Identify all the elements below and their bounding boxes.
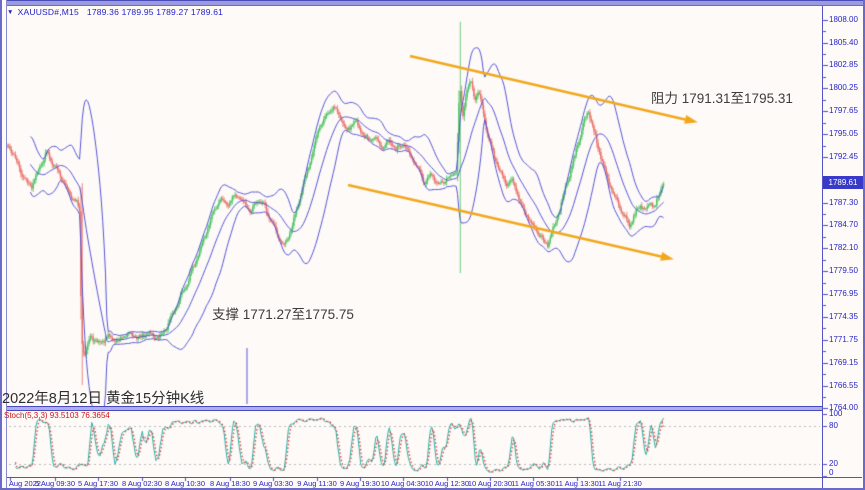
stochastic-label: Stoch(5,3,3) 93.5103 76.3654 xyxy=(4,411,110,420)
window-frame-top xyxy=(0,0,865,6)
chevron-down-icon[interactable]: ▼ xyxy=(7,9,14,16)
resistance-annotation: 阻力 1791.31至1795.31 xyxy=(651,91,793,106)
chart-title-bar: ▼ XAUUSD#,M15 1789.36 1789.95 1789.27 1789… xyxy=(7,7,223,17)
symbol-period-label: XAUUSD#,M15 xyxy=(17,7,79,17)
ohlc-values: 1789.36 1789.95 1789.27 1789.61 xyxy=(86,7,224,17)
window-frame-left xyxy=(0,0,7,490)
window-frame-right xyxy=(863,0,865,490)
current-price-badge: 1789.61 xyxy=(823,176,863,189)
date-annotation: 2022年8月12日 黄金15分钟K线 xyxy=(2,391,205,407)
window-frame-bottom xyxy=(0,488,865,490)
stoch-timeaxis-divider xyxy=(2,477,862,478)
support-annotation: 支撑 1771.27至1775.75 xyxy=(212,307,354,322)
chart-stoch-divider[interactable] xyxy=(2,406,822,411)
price-scale-separator xyxy=(822,4,823,488)
